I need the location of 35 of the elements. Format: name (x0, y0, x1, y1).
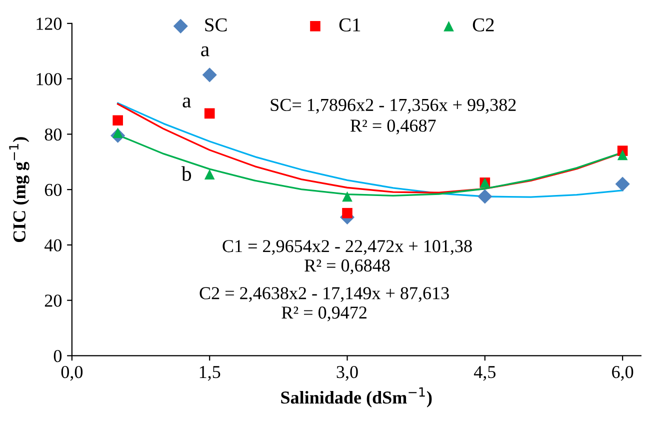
point (202, 68, 217, 82)
point (204, 108, 215, 119)
annotation: SC= 1,7896x2 - 17,356x + 99,382 (270, 98, 516, 114)
point (204, 169, 215, 180)
legend-label: C1 (339, 18, 360, 32)
annotation: b (181, 166, 192, 181)
x-tick-label: 1,5 (200, 366, 220, 381)
y-tick-label: 0 (54, 350, 62, 362)
y-tick-label: 40 (44, 239, 62, 252)
x-tick-label: 3,0 (336, 366, 358, 381)
y-axis-title: CIC (mg g$^{−1}$) (9, 137, 30, 242)
x-tick-label: 0,0 (61, 366, 83, 381)
annotation: C2 = 2,4638x2 - 17,149x + 87,613 (200, 287, 449, 302)
x-tick-label: 4,5 (474, 366, 496, 381)
annotation: R² = 0,9472 (282, 306, 366, 322)
y-tick-label: 20 (44, 294, 62, 307)
legend-label: SC (205, 18, 227, 32)
point (342, 191, 352, 202)
y-tick-label: 80 (44, 128, 62, 141)
point (615, 176, 630, 192)
annotation: a (182, 98, 191, 108)
point (478, 189, 492, 204)
x-axis-title: Salinidade (dSm$^{−1}$) (281, 387, 432, 408)
point (342, 208, 352, 218)
annotation: C1 = 2,9654x2 - 22,472x + 101,38 (222, 240, 472, 255)
annotation: R² = 0,6848 (304, 259, 390, 274)
y-tick-label: 60 (44, 184, 62, 196)
x-tick-label: 6,0 (612, 366, 634, 381)
y-tick-label: 100 (36, 73, 62, 86)
annotation: a (201, 46, 210, 56)
point (112, 115, 123, 126)
point (617, 150, 628, 160)
y-tick-label: 120 (36, 18, 62, 30)
legend-label: C2 (472, 18, 494, 32)
annotation: R² = 0,4687 (350, 120, 436, 134)
